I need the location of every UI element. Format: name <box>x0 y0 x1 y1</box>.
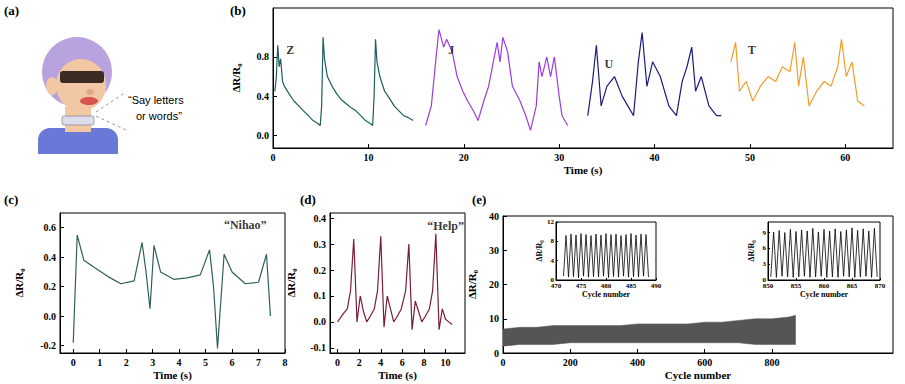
svg-text:Time (s): Time (s) <box>378 369 417 382</box>
svg-text:800: 800 <box>764 357 779 368</box>
svg-text:-0.1: -0.1 <box>310 342 326 353</box>
svg-text:Cycle number: Cycle number <box>582 290 631 299</box>
svg-text:(c): (c) <box>4 192 18 207</box>
svg-text:2: 2 <box>357 357 362 368</box>
svg-text:“Say letters: “Say letters <box>128 94 184 106</box>
svg-text:30: 30 <box>489 245 499 256</box>
svg-text:ΔR/R₀: ΔR/R₀ <box>747 240 756 262</box>
svg-text:7: 7 <box>256 357 261 368</box>
svg-text:ΔR/R₀: ΔR/R₀ <box>535 240 544 262</box>
svg-text:40: 40 <box>489 211 499 222</box>
svg-text:Cycle number: Cycle number <box>665 369 731 381</box>
svg-text:30: 30 <box>554 152 564 163</box>
svg-text:50: 50 <box>745 152 755 163</box>
svg-text:855: 855 <box>791 282 802 290</box>
svg-text:5: 5 <box>203 357 208 368</box>
svg-text:ΔR/R₀: ΔR/R₀ <box>466 269 478 299</box>
svg-text:6: 6 <box>763 244 767 252</box>
svg-text:0: 0 <box>271 152 276 163</box>
svg-text:2: 2 <box>124 357 129 368</box>
svg-text:0.4: 0.4 <box>44 252 57 263</box>
svg-text:20: 20 <box>459 152 469 163</box>
svg-text:0.3: 0.3 <box>314 239 327 250</box>
svg-text:0: 0 <box>501 357 506 368</box>
svg-text:9: 9 <box>763 229 767 237</box>
svg-text:0: 0 <box>494 348 499 359</box>
svg-text:0: 0 <box>762 276 766 284</box>
svg-text:6: 6 <box>230 357 235 368</box>
svg-text:3: 3 <box>150 357 155 368</box>
svg-text:485: 485 <box>626 282 637 290</box>
svg-text:(b): (b) <box>230 3 246 18</box>
svg-text:10: 10 <box>441 357 451 368</box>
svg-text:Cycle number: Cycle number <box>800 290 849 299</box>
svg-text:0: 0 <box>335 357 340 368</box>
svg-text:860: 860 <box>819 282 830 290</box>
svg-text:8: 8 <box>283 357 288 368</box>
svg-text:0.2: 0.2 <box>314 265 327 276</box>
svg-text:865: 865 <box>847 282 858 290</box>
svg-text:4: 4 <box>378 357 383 368</box>
svg-text:480: 480 <box>601 282 612 290</box>
svg-text:T: T <box>748 43 756 57</box>
svg-text:850: 850 <box>763 282 774 290</box>
svg-text:0.4: 0.4 <box>257 91 270 102</box>
svg-text:0: 0 <box>550 276 554 284</box>
svg-text:475: 475 <box>576 282 587 290</box>
svg-text:0.0: 0.0 <box>44 311 57 322</box>
svg-text:(e): (e) <box>472 192 486 207</box>
svg-text:10: 10 <box>489 313 499 324</box>
svg-text:ΔR/R₀: ΔR/R₀ <box>285 268 297 298</box>
svg-text:“Nihao”: “Nihao” <box>224 218 267 232</box>
svg-text:400: 400 <box>630 357 645 368</box>
svg-text:10: 10 <box>363 152 373 163</box>
svg-text:0.0: 0.0 <box>314 316 327 327</box>
svg-text:Time (s): Time (s) <box>564 164 603 177</box>
svg-text:0.0: 0.0 <box>257 130 270 141</box>
svg-text:“Help”: “Help” <box>427 219 464 233</box>
svg-text:0.2: 0.2 <box>44 281 57 292</box>
svg-text:40: 40 <box>650 152 660 163</box>
svg-text:(a): (a) <box>4 3 19 18</box>
svg-text:8: 8 <box>421 357 426 368</box>
svg-text:(d): (d) <box>300 192 316 207</box>
svg-text:Time (s): Time (s) <box>153 369 192 382</box>
svg-text:0.1: 0.1 <box>314 290 327 301</box>
svg-text:0.6: 0.6 <box>44 222 57 233</box>
svg-text:870: 870 <box>875 282 886 290</box>
svg-text:6: 6 <box>400 357 405 368</box>
svg-text:600: 600 <box>697 357 712 368</box>
svg-text:ΔR/R₀: ΔR/R₀ <box>230 63 242 93</box>
svg-text:U: U <box>604 57 613 71</box>
svg-text:-0.2: -0.2 <box>40 340 56 351</box>
svg-text:200: 200 <box>563 357 578 368</box>
svg-text:0.8: 0.8 <box>257 51 270 62</box>
svg-text:ΔR/R₀: ΔR/R₀ <box>13 268 25 298</box>
svg-text:3: 3 <box>763 260 767 268</box>
svg-text:20: 20 <box>489 279 499 290</box>
svg-text:0.4: 0.4 <box>314 213 327 224</box>
svg-text:60: 60 <box>840 152 850 163</box>
svg-text:12: 12 <box>547 218 555 226</box>
svg-text:1: 1 <box>97 357 102 368</box>
svg-text:470: 470 <box>551 282 562 290</box>
svg-text:4: 4 <box>177 357 182 368</box>
svg-text:490: 490 <box>651 282 662 290</box>
svg-text:0: 0 <box>71 357 76 368</box>
svg-text:or words”: or words” <box>136 110 182 122</box>
svg-text:4: 4 <box>551 257 555 265</box>
svg-text:8: 8 <box>551 237 555 245</box>
svg-text:Z: Z <box>286 43 294 57</box>
svg-text:J: J <box>448 43 454 57</box>
